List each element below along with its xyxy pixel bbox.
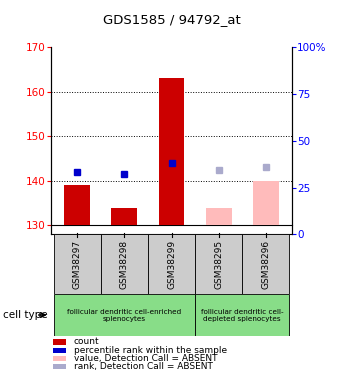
Bar bbox=[64, 185, 90, 225]
Bar bbox=[148, 234, 195, 294]
Bar bbox=[54, 294, 195, 336]
Text: follicular dendritic cell-enriched
splenocytes: follicular dendritic cell-enriched splen… bbox=[67, 309, 181, 321]
Bar bbox=[206, 208, 232, 225]
Text: cell type: cell type bbox=[3, 310, 48, 320]
Bar bbox=[195, 294, 289, 336]
Text: count: count bbox=[74, 338, 99, 346]
Text: value, Detection Call = ABSENT: value, Detection Call = ABSENT bbox=[74, 354, 217, 363]
Text: GSM38299: GSM38299 bbox=[167, 240, 176, 289]
Text: rank, Detection Call = ABSENT: rank, Detection Call = ABSENT bbox=[74, 362, 213, 371]
Text: GSM38296: GSM38296 bbox=[261, 240, 270, 289]
Bar bbox=[195, 234, 242, 294]
Text: GSM38297: GSM38297 bbox=[73, 240, 82, 289]
Bar bbox=[242, 234, 289, 294]
Bar bbox=[101, 234, 148, 294]
Text: GSM38295: GSM38295 bbox=[214, 240, 223, 289]
Bar bbox=[111, 208, 137, 225]
Text: percentile rank within the sample: percentile rank within the sample bbox=[74, 346, 227, 355]
Text: follicular dendritic cell-
depleted splenocytes: follicular dendritic cell- depleted sple… bbox=[201, 309, 283, 321]
Bar bbox=[253, 181, 279, 225]
Text: GDS1585 / 94792_at: GDS1585 / 94792_at bbox=[103, 13, 240, 26]
Bar bbox=[158, 78, 185, 225]
Text: GSM38298: GSM38298 bbox=[120, 240, 129, 289]
Bar bbox=[54, 234, 101, 294]
